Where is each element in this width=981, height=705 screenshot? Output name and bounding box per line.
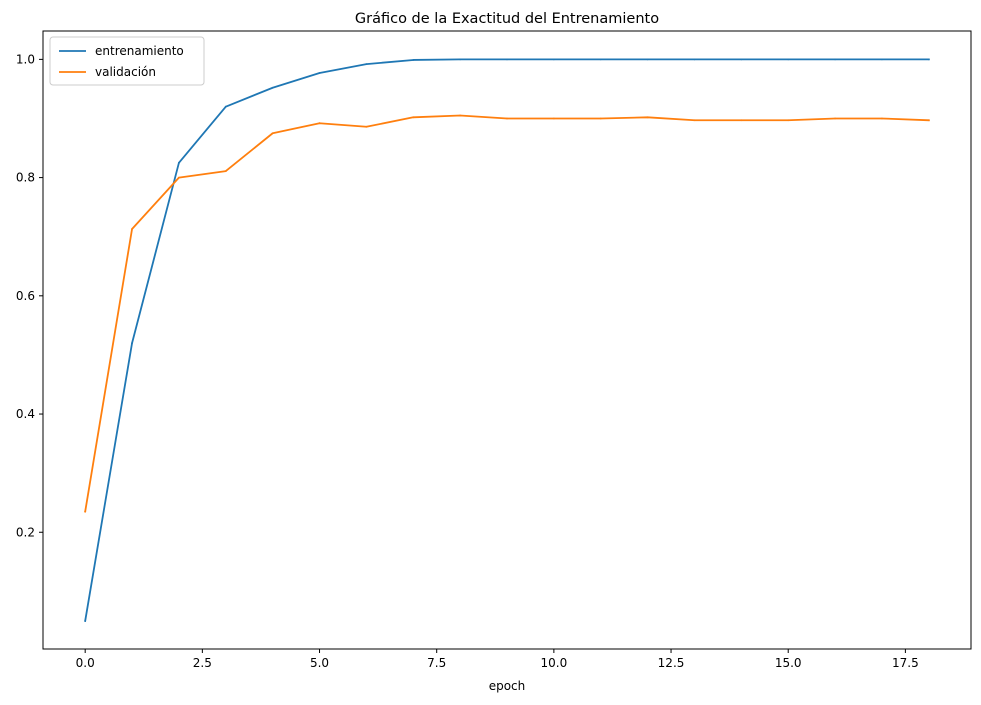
data-point xyxy=(412,59,415,61)
legend-label: validación xyxy=(95,65,156,79)
data-point xyxy=(787,58,790,61)
data-point xyxy=(927,58,930,61)
data-point xyxy=(740,58,743,61)
legend-box xyxy=(49,36,205,86)
chart-title: Gráfico de la Exactitud del Entrenamient… xyxy=(355,11,659,27)
data-point xyxy=(318,122,321,125)
data-point xyxy=(178,161,180,164)
plot-area-frame xyxy=(42,30,972,650)
y-tick-label: 0.6 xyxy=(16,289,35,303)
data-point xyxy=(881,58,883,61)
data-point xyxy=(599,117,602,120)
data-point xyxy=(834,58,836,61)
data-point xyxy=(834,117,836,120)
x-tick-label: 10.0 xyxy=(541,656,568,670)
x-tick-label: 12.5 xyxy=(658,656,685,670)
data-point xyxy=(271,132,274,135)
data-point xyxy=(271,86,274,89)
legend-label: entrenamiento xyxy=(95,44,184,58)
y-tick-label: 0.2 xyxy=(16,525,35,539)
y-tick-label: 0.4 xyxy=(16,407,35,421)
x-tick-label: 15.0 xyxy=(775,656,802,670)
y-tick-label: 1.0 xyxy=(16,52,35,66)
legend: entrenamiento validación xyxy=(49,36,205,86)
data-point xyxy=(84,620,87,622)
data-point xyxy=(459,58,462,61)
data-point xyxy=(646,116,649,119)
data-point xyxy=(224,105,227,108)
data-point xyxy=(693,58,696,61)
data-point xyxy=(131,228,133,230)
data-point xyxy=(740,119,743,122)
data-point xyxy=(927,119,930,122)
data-point xyxy=(646,58,649,61)
data-point xyxy=(506,117,508,120)
data-point xyxy=(318,72,321,74)
data-point xyxy=(131,342,133,345)
x-tick-label: 7.5 xyxy=(427,656,446,670)
x-axis-label: epoch xyxy=(489,679,526,693)
data-point xyxy=(459,114,462,117)
x-axis-ticks: 0.0 2.5 5.0 7.5 10.0 12.5 15.0 17.5 xyxy=(76,649,919,670)
x-tick-label: 17.5 xyxy=(892,656,919,670)
data-point xyxy=(84,510,87,513)
data-point xyxy=(693,119,696,122)
x-tick-label: 2.5 xyxy=(193,656,212,670)
data-point xyxy=(506,58,508,61)
data-point xyxy=(224,170,227,172)
x-tick-label: 5.0 xyxy=(310,656,329,670)
series-lines xyxy=(84,58,930,622)
data-point xyxy=(552,117,555,120)
data-point xyxy=(178,176,180,179)
data-point xyxy=(599,58,602,61)
data-point xyxy=(412,116,415,119)
data-point xyxy=(365,125,368,128)
data-point xyxy=(881,117,883,120)
data-point xyxy=(787,119,790,122)
x-tick-label: 0.0 xyxy=(76,656,95,670)
data-point xyxy=(365,63,368,66)
data-point xyxy=(552,58,555,61)
y-axis-ticks: 0.2 0.4 0.6 0.8 1.0 xyxy=(16,52,43,539)
y-tick-label: 0.8 xyxy=(16,171,35,185)
